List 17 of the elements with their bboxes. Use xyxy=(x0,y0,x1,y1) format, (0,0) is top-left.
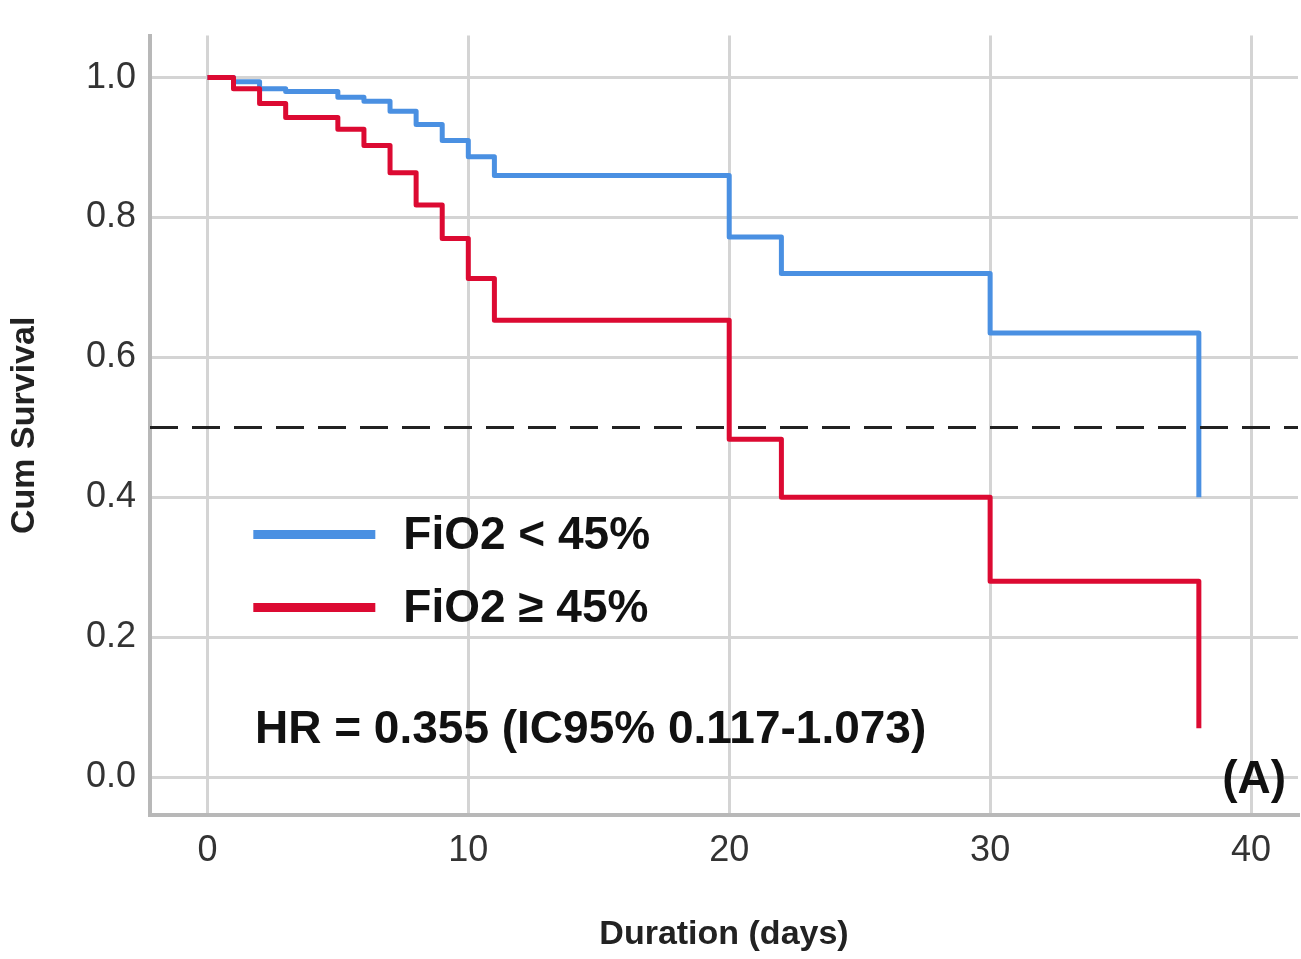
x-axis-title: Duration (days) xyxy=(599,912,849,951)
x-tick-label: 10 xyxy=(448,827,489,869)
legend-label: FiO2 ≥ 45% xyxy=(403,580,649,633)
y-tick-label: 0.6 xyxy=(85,334,136,376)
y-tick-label: 0.0 xyxy=(85,754,136,796)
y-tick-label: 0.2 xyxy=(85,614,136,656)
y-tick-label: 0.4 xyxy=(85,474,136,516)
y-axis-title: Cum Survival xyxy=(2,316,41,534)
x-tick-label: 0 xyxy=(197,827,218,869)
x-tick-label: 20 xyxy=(709,827,750,869)
annotation: HR = 0.355 (IC95% 0.117-1.073) xyxy=(255,701,927,753)
legend-label: FiO2 < 45% xyxy=(403,507,651,560)
x-tick-label: 40 xyxy=(1231,827,1272,869)
y-tick-label: 0.8 xyxy=(85,194,136,236)
x-tick-label: 30 xyxy=(970,827,1011,869)
annotation: (A) xyxy=(1222,751,1286,803)
y-tick-label: 1.0 xyxy=(85,54,136,96)
